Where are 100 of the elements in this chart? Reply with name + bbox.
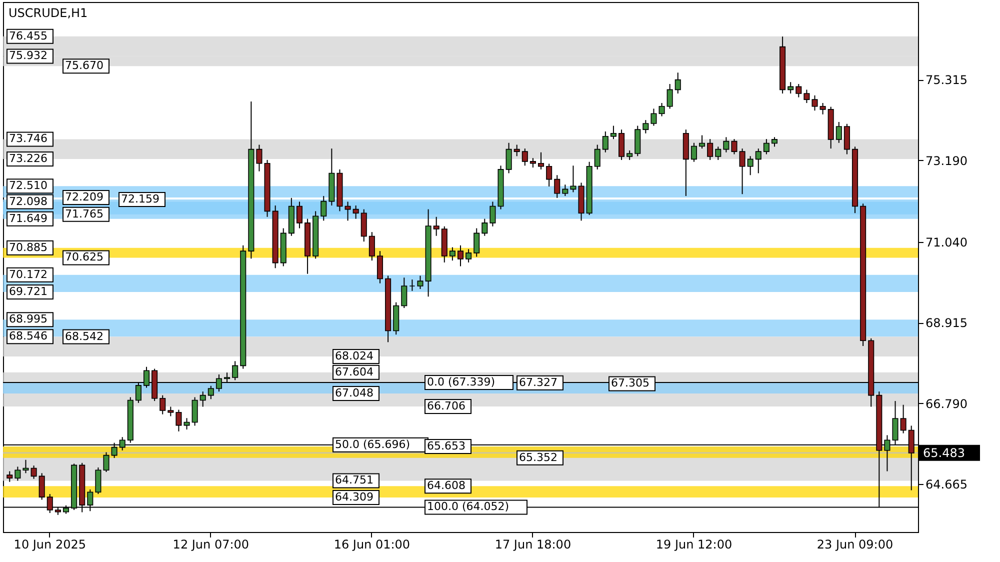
annotation: 72.159 [121,192,160,206]
candlestick [433,216,440,236]
y-tick-label: 66.790 [926,396,968,411]
annotation: 66.706 [427,399,466,412]
candlestick [368,232,375,262]
candlestick [594,144,600,170]
annotation: 50.0 (65.696) [335,438,410,451]
candlestick [554,174,560,198]
candlestick [755,148,762,174]
candlestick [482,218,488,236]
annotation: 75.670 [65,59,104,72]
y-tick-label: 75.315 [926,73,968,88]
candlestick [200,391,206,408]
annotation: 71.649 [9,212,48,225]
annotation: 64.751 [335,474,374,487]
x-tick-label: 19 Jun 12:00 [656,538,732,552]
candlestick [38,472,45,500]
candlestick [626,150,633,160]
candlestick [184,418,190,430]
candlestick [514,144,520,157]
annotation: 76.455 [9,29,48,42]
candlestick [296,201,302,229]
candlestick [522,148,528,166]
annotation: 64.608 [427,479,466,492]
candlestick [731,138,738,155]
candlestick [900,404,906,434]
annotation: 69.721 [9,285,48,298]
candlestick [634,125,641,157]
candlestick [715,146,722,160]
annotation: 68.546 [9,330,48,343]
candlestick [409,279,416,292]
candlestick [788,82,794,94]
candlestick [747,156,754,176]
candlestick [160,394,166,415]
candlestick [690,142,697,162]
candlestick [723,136,730,153]
annotation: 71.765 [65,207,104,220]
annotation: 70.625 [65,250,104,264]
candlestick [176,409,182,432]
y-tick-label: 64.665 [926,477,968,492]
candlestick [650,108,657,126]
candlestick [707,138,714,160]
candlestick [320,196,327,222]
candlestick [666,84,673,110]
candlestick [796,84,802,98]
candlestick [642,120,649,134]
candlestick [192,396,198,426]
candlestick [352,204,359,220]
candlestick [256,144,262,172]
candlestick [232,360,238,381]
candlestick [618,129,625,160]
annotation: 70.885 [9,240,48,254]
annotation: 67.604 [335,365,374,378]
candlestick [14,466,21,482]
annotation: 65.352 [519,450,558,464]
candlestick [360,208,367,242]
candlestick [376,250,384,284]
candlestick [530,158,536,168]
x-tick-label: 16 Jun 01:00 [334,538,410,552]
annotation: 73.746 [9,132,48,146]
candlestick [30,465,37,480]
candlestick [168,406,174,417]
x-tick-label: 17 Jun 18:00 [494,538,572,552]
candlestick [474,228,480,258]
annotation: 68.024 [335,349,374,362]
candlestick [771,136,778,148]
candlestick [466,248,472,263]
annotation: 68.542 [65,330,104,343]
annotation: 68.995 [9,312,48,326]
chart-title: USCRUDE,H1 [8,6,88,20]
y-tick-label: 68.915 [926,316,968,330]
annotation: 73.226 [9,152,48,165]
candlestick [763,138,770,155]
candlestick [812,94,818,112]
annotation: 100.0 (64.052) [427,500,510,514]
candlestick [562,184,568,197]
annotation: 64.309 [335,490,374,504]
x-tick-label: 23 Jun 09:00 [816,538,894,552]
candlestick [739,148,746,195]
candlestick [844,123,850,155]
candlestick [546,163,552,188]
annotation: 70.172 [9,268,48,281]
candlestick [457,244,464,267]
ref-line-label: 65.483 [923,446,965,460]
candlestick [699,134,706,150]
candlestick [836,121,842,144]
candlestick [538,152,544,170]
candlestick [449,246,456,262]
candlestick [6,470,13,482]
candlestick [344,201,351,222]
candlestick [674,72,681,94]
y-tick-label: 71.040 [926,235,968,250]
annotation: 72.098 [9,194,48,208]
candlestick [602,130,608,153]
candlestick [804,89,810,104]
annotation: 65.653 [427,439,466,452]
candlestick [22,459,29,474]
candlestick [401,277,408,309]
candlestick [610,125,616,140]
candlestick [417,275,424,290]
